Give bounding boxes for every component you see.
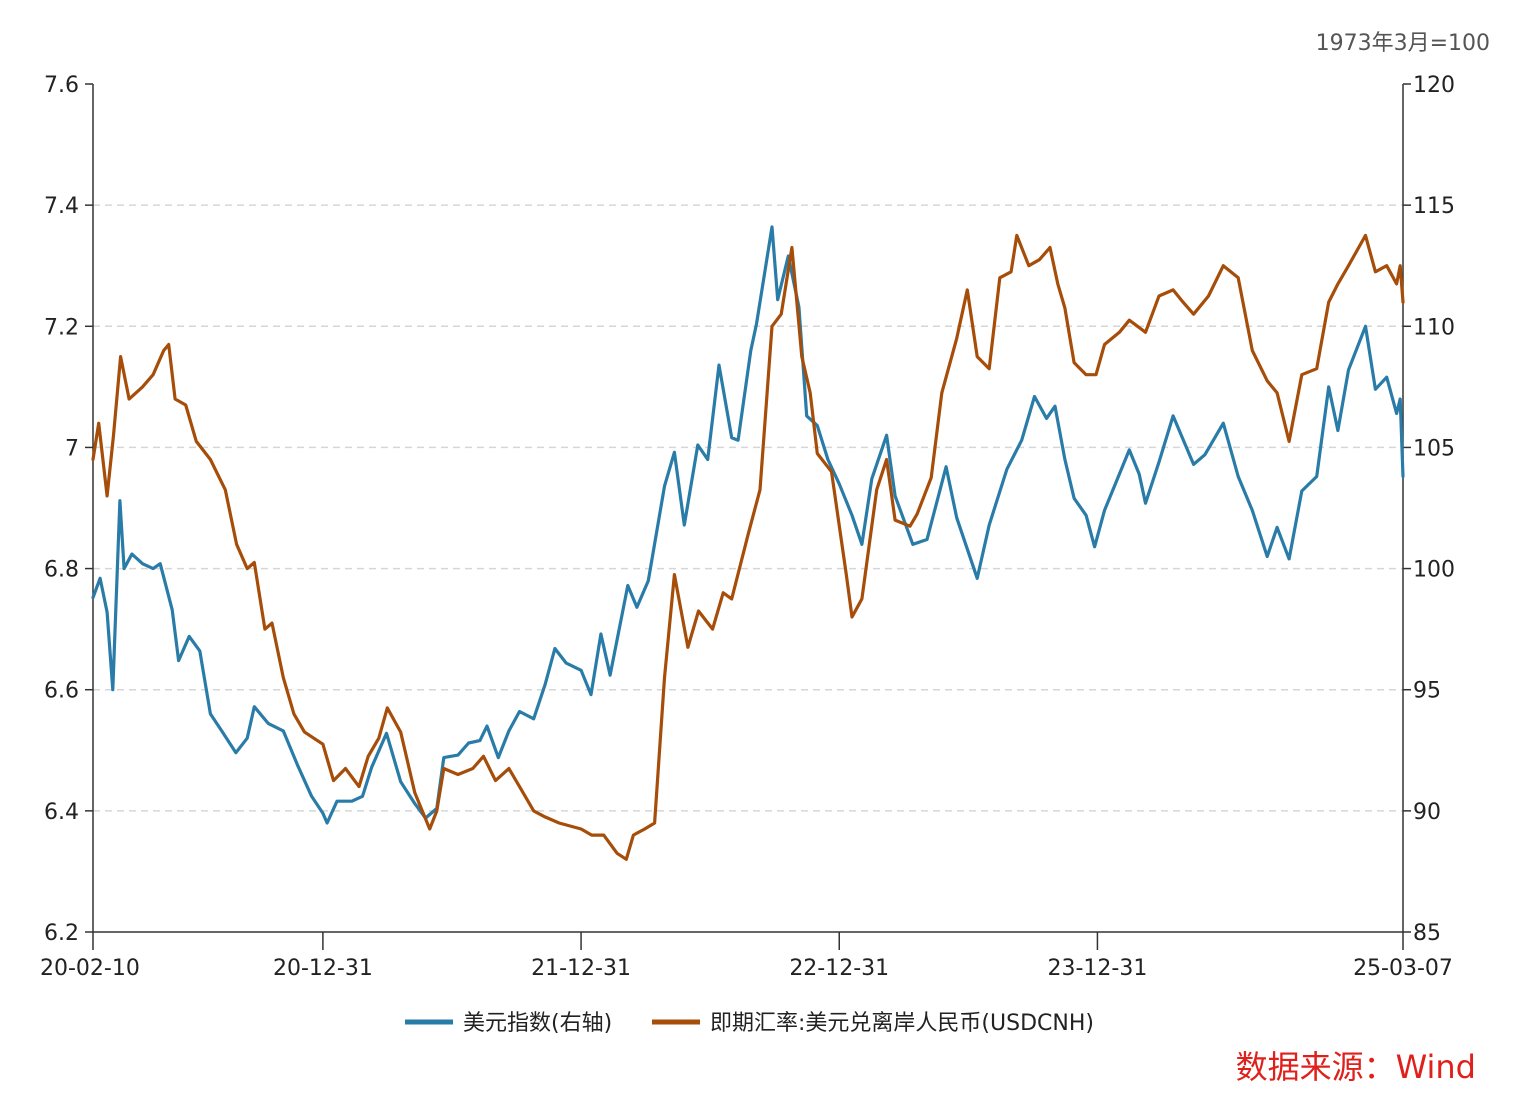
right-axis-tick-label: 110 bbox=[1413, 315, 1455, 340]
left-axis-tick-label: 6.6 bbox=[44, 679, 79, 704]
left-axis-tick-label: 6.4 bbox=[44, 800, 79, 825]
x-axis-tick-label: 20-02-10 bbox=[40, 956, 140, 981]
series-line-usd-index bbox=[91, 225, 1405, 825]
data-source: 数据来源：Wind bbox=[1235, 1048, 1476, 1086]
left-axis-tick-label: 6.8 bbox=[44, 558, 79, 583]
grid-lines bbox=[93, 204, 1403, 812]
legend-label: 美元指数(右轴) bbox=[463, 1011, 612, 1036]
left-axis-tick-label: 7.6 bbox=[44, 73, 79, 98]
x-axis-tick-label: 22-12-31 bbox=[789, 956, 889, 981]
legend: 美元指数(右轴) 即期汇率:美元兑离岸人民币(USDCNH) bbox=[405, 1011, 1094, 1036]
left-axis-tick-label: 6.2 bbox=[44, 921, 79, 946]
series-line-usdcnh bbox=[91, 233, 1405, 861]
series-lines bbox=[91, 225, 1405, 861]
axes: 7.6 7.4 7.2 7 6.8 6.6 6.4 6.2 120 115 110 105 100 95 9… bbox=[40, 73, 1455, 981]
left-axis-tick-label: 7.2 bbox=[44, 315, 79, 340]
right-axis-unit-note: 1973年3月=100 bbox=[1316, 31, 1490, 56]
right-axis-tick-label: 100 bbox=[1413, 558, 1455, 583]
right-axis-tick-label: 105 bbox=[1413, 436, 1455, 461]
x-axis-tick-label: 25-03-07 bbox=[1353, 956, 1453, 981]
right-axis-tick-label: 120 bbox=[1413, 73, 1455, 98]
x-axis-tick-label: 20-12-31 bbox=[273, 956, 373, 981]
left-axis-tick-label: 7.4 bbox=[44, 194, 79, 219]
right-axis-tick-label: 85 bbox=[1413, 921, 1441, 946]
legend-label: 即期汇率:美元兑离岸人民币(USDCNH) bbox=[710, 1011, 1094, 1036]
right-axis-tick-label: 95 bbox=[1413, 679, 1441, 704]
x-axis-tick-label: 23-12-31 bbox=[1047, 956, 1147, 981]
x-axis-tick-label: 21-12-31 bbox=[531, 956, 631, 981]
left-axis-tick-label: 7 bbox=[65, 436, 79, 461]
right-axis-tick-label: 90 bbox=[1413, 800, 1441, 825]
right-axis-tick-label: 115 bbox=[1413, 194, 1455, 219]
